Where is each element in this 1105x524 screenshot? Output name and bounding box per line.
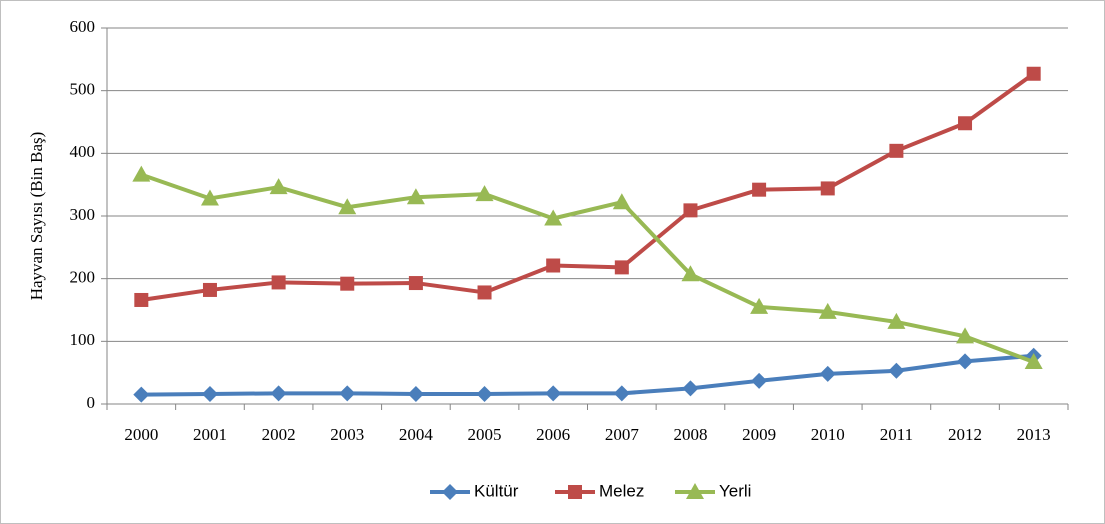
data-point bbox=[751, 372, 768, 389]
data-point bbox=[340, 276, 355, 291]
data-point bbox=[1026, 66, 1041, 81]
x-tick-label: 2006 bbox=[536, 425, 570, 444]
data-point bbox=[612, 193, 631, 210]
data-point bbox=[201, 385, 218, 402]
data-point bbox=[406, 188, 425, 205]
x-tick-label: 2000 bbox=[124, 425, 158, 444]
data-point bbox=[889, 143, 904, 158]
y-tick-label: 0 bbox=[87, 393, 96, 412]
data-point bbox=[134, 292, 149, 307]
legend-label: Melez bbox=[599, 481, 644, 500]
y-tick-label: 500 bbox=[70, 80, 96, 99]
data-point bbox=[545, 385, 562, 402]
legend-marker bbox=[686, 483, 704, 499]
data-point bbox=[681, 265, 700, 282]
x-tick-label: 2008 bbox=[673, 425, 707, 444]
data-point bbox=[407, 385, 424, 402]
data-point bbox=[750, 297, 769, 314]
x-tick-label: 2011 bbox=[880, 425, 913, 444]
data-point bbox=[132, 165, 151, 182]
data-point bbox=[614, 260, 629, 275]
data-point bbox=[1024, 353, 1043, 370]
y-tick-label: 200 bbox=[70, 268, 96, 287]
data-point bbox=[818, 302, 837, 319]
data-point bbox=[339, 385, 356, 402]
data-point bbox=[408, 276, 423, 291]
y-tick-label: 400 bbox=[70, 142, 96, 161]
x-tick-label: 2012 bbox=[948, 425, 982, 444]
data-point bbox=[957, 353, 974, 370]
data-point bbox=[476, 385, 493, 402]
legend-label: Yerli bbox=[719, 481, 751, 500]
data-point bbox=[202, 282, 217, 297]
data-point bbox=[958, 116, 973, 131]
data-point bbox=[271, 275, 286, 290]
y-tick-label: 300 bbox=[70, 205, 96, 224]
x-tick-label: 2005 bbox=[468, 425, 502, 444]
y-tick-label: 600 bbox=[70, 17, 96, 36]
data-point bbox=[752, 182, 767, 197]
legend-marker bbox=[568, 485, 582, 499]
data-point bbox=[819, 365, 836, 382]
legend-label: Kültür bbox=[474, 481, 519, 500]
x-tick-label: 2001 bbox=[193, 425, 227, 444]
data-point bbox=[475, 185, 494, 202]
data-point bbox=[270, 385, 287, 402]
data-point bbox=[888, 362, 905, 379]
data-point bbox=[887, 312, 906, 329]
data-point bbox=[544, 209, 563, 226]
data-point bbox=[546, 258, 561, 273]
x-tick-label: 2013 bbox=[1017, 425, 1051, 444]
series-line bbox=[141, 72, 1035, 302]
data-point bbox=[477, 285, 492, 300]
data-point bbox=[269, 178, 288, 195]
y-tick-label: 100 bbox=[70, 330, 96, 349]
y-axis-label: Hayvan Sayısı (Bin Baş) bbox=[27, 132, 46, 301]
x-tick-label: 2002 bbox=[262, 425, 296, 444]
data-point bbox=[338, 198, 357, 215]
data-point bbox=[133, 386, 150, 403]
x-tick-label: 2004 bbox=[399, 425, 434, 444]
series-line bbox=[141, 353, 1034, 397]
series-line bbox=[140, 172, 1035, 364]
data-point bbox=[613, 385, 630, 402]
data-point bbox=[200, 189, 219, 206]
x-tick-label: 2003 bbox=[330, 425, 364, 444]
legend-marker bbox=[442, 484, 458, 500]
x-tick-label: 2007 bbox=[605, 425, 640, 444]
x-tick-label: 2010 bbox=[811, 425, 845, 444]
data-point bbox=[820, 181, 835, 196]
data-point bbox=[956, 327, 975, 344]
data-point bbox=[682, 380, 699, 397]
x-tick-label: 2009 bbox=[742, 425, 776, 444]
data-point bbox=[683, 203, 698, 218]
